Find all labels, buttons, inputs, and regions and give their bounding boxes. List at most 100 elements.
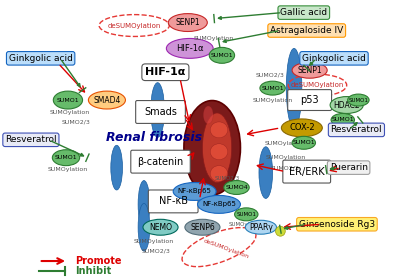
Text: SUMO2/3: SUMO2/3 bbox=[214, 175, 240, 180]
Ellipse shape bbox=[330, 96, 363, 113]
Text: Gallic acid: Gallic acid bbox=[280, 8, 327, 17]
Text: SMAD4: SMAD4 bbox=[93, 96, 121, 105]
Ellipse shape bbox=[348, 94, 369, 106]
Ellipse shape bbox=[234, 208, 258, 221]
Ellipse shape bbox=[52, 150, 80, 166]
Text: Gallic acid: Gallic acid bbox=[280, 8, 327, 17]
Ellipse shape bbox=[292, 62, 327, 78]
Text: NF-κB: NF-κB bbox=[159, 197, 188, 206]
Text: SUMO1: SUMO1 bbox=[236, 212, 256, 217]
Ellipse shape bbox=[198, 195, 240, 213]
Text: Puerarin: Puerarin bbox=[330, 163, 368, 172]
Text: SUMOylation: SUMOylation bbox=[50, 110, 90, 115]
Text: SUMO1: SUMO1 bbox=[292, 140, 315, 145]
FancyBboxPatch shape bbox=[136, 101, 185, 123]
Text: SUMO2/3: SUMO2/3 bbox=[141, 249, 170, 254]
Text: Resveratrol: Resveratrol bbox=[331, 125, 382, 134]
Text: SENP1: SENP1 bbox=[297, 66, 322, 75]
Ellipse shape bbox=[166, 38, 213, 58]
Ellipse shape bbox=[210, 144, 228, 160]
Text: SUMO1: SUMO1 bbox=[55, 155, 77, 160]
Text: PPARγ: PPARγ bbox=[249, 223, 273, 232]
Ellipse shape bbox=[292, 136, 316, 149]
Text: SENP6: SENP6 bbox=[190, 223, 215, 232]
Text: Smads: Smads bbox=[144, 107, 177, 117]
Ellipse shape bbox=[286, 48, 302, 128]
Text: SUMOylation: SUMOylation bbox=[194, 36, 234, 41]
Text: SUMO1: SUMO1 bbox=[261, 86, 284, 91]
Ellipse shape bbox=[143, 219, 178, 235]
Text: Astragaloside IV: Astragaloside IV bbox=[270, 26, 343, 35]
Text: Promote: Promote bbox=[75, 256, 121, 266]
Ellipse shape bbox=[210, 166, 228, 182]
Text: ER/ERK: ER/ERK bbox=[289, 167, 324, 177]
Text: p53: p53 bbox=[300, 95, 319, 105]
Ellipse shape bbox=[184, 101, 240, 195]
Text: Ginsenoside Rg3: Ginsenoside Rg3 bbox=[299, 220, 375, 229]
Text: deSUMOylation: deSUMOylation bbox=[202, 239, 249, 260]
Ellipse shape bbox=[224, 180, 249, 194]
Text: Ginkgolic acid: Ginkgolic acid bbox=[9, 54, 72, 63]
Ellipse shape bbox=[53, 91, 82, 109]
Ellipse shape bbox=[138, 180, 150, 228]
Text: NF-κBp65: NF-κBp65 bbox=[178, 188, 212, 195]
FancyBboxPatch shape bbox=[148, 190, 198, 213]
Ellipse shape bbox=[111, 145, 122, 190]
Text: Ginkgolic acid: Ginkgolic acid bbox=[302, 54, 366, 63]
Text: SUMO1: SUMO1 bbox=[57, 98, 79, 103]
Text: SUMO1: SUMO1 bbox=[332, 117, 354, 122]
Text: SENP1: SENP1 bbox=[176, 18, 200, 27]
FancyBboxPatch shape bbox=[131, 150, 190, 173]
Ellipse shape bbox=[245, 220, 276, 234]
Text: SUMO2/3: SUMO2/3 bbox=[255, 73, 284, 78]
Ellipse shape bbox=[173, 183, 216, 200]
Text: Ginkgolic acid: Ginkgolic acid bbox=[9, 54, 72, 63]
Text: Renal fibrosis: Renal fibrosis bbox=[106, 131, 202, 144]
Text: Inhibit: Inhibit bbox=[75, 266, 111, 276]
Ellipse shape bbox=[151, 83, 164, 137]
Ellipse shape bbox=[281, 119, 322, 137]
Ellipse shape bbox=[185, 219, 220, 235]
Text: β-catenin: β-catenin bbox=[137, 157, 184, 167]
Text: Ginsenoside Rg3: Ginsenoside Rg3 bbox=[299, 220, 375, 229]
Text: SUMO1: SUMO1 bbox=[211, 53, 233, 58]
Text: HDAC2: HDAC2 bbox=[333, 101, 360, 110]
Text: Puerarin: Puerarin bbox=[330, 163, 368, 172]
Ellipse shape bbox=[138, 203, 150, 251]
Text: SUMOylation: SUMOylation bbox=[48, 167, 88, 172]
Text: Resveratrol: Resveratrol bbox=[331, 125, 382, 134]
Text: SUMO1: SUMO1 bbox=[348, 98, 368, 103]
Text: HIF-1α: HIF-1α bbox=[145, 67, 186, 77]
Text: Ginkgolic acid: Ginkgolic acid bbox=[302, 54, 366, 63]
Text: HIF-1α: HIF-1α bbox=[145, 67, 186, 77]
Ellipse shape bbox=[88, 91, 126, 109]
Text: SUMOylation: SUMOylation bbox=[229, 222, 264, 227]
Text: SUMO4: SUMO4 bbox=[225, 185, 248, 190]
Ellipse shape bbox=[210, 122, 228, 138]
Text: COX-2: COX-2 bbox=[289, 123, 315, 132]
Text: deSUMOylation: deSUMOylation bbox=[291, 82, 344, 88]
Text: SUMOylation: SUMOylation bbox=[331, 127, 366, 132]
FancyBboxPatch shape bbox=[288, 90, 332, 110]
Text: NEMO: NEMO bbox=[149, 223, 172, 232]
Text: SUMO2/3: SUMO2/3 bbox=[61, 120, 90, 125]
Text: SUMOylation: SUMOylation bbox=[252, 98, 293, 103]
Ellipse shape bbox=[276, 226, 285, 236]
FancyBboxPatch shape bbox=[283, 160, 330, 183]
Ellipse shape bbox=[260, 81, 285, 95]
Text: deSUMOylation: deSUMOylation bbox=[108, 23, 161, 29]
Ellipse shape bbox=[209, 47, 234, 63]
Text: Resveratrol: Resveratrol bbox=[5, 135, 57, 144]
Text: Astragaloside IV: Astragaloside IV bbox=[270, 26, 343, 35]
Ellipse shape bbox=[331, 113, 354, 126]
Text: SUMOylation: SUMOylation bbox=[264, 141, 304, 146]
Text: NF-κBp65: NF-κBp65 bbox=[202, 201, 236, 207]
Text: HIF-1α: HIF-1α bbox=[176, 44, 204, 53]
Ellipse shape bbox=[204, 106, 213, 124]
Text: Resveratrol: Resveratrol bbox=[5, 135, 57, 144]
Text: SUMOylation: SUMOylation bbox=[134, 239, 174, 244]
Ellipse shape bbox=[202, 113, 232, 183]
Text: SUMO2/3: SUMO2/3 bbox=[271, 165, 300, 170]
Ellipse shape bbox=[259, 147, 273, 198]
Ellipse shape bbox=[168, 14, 207, 31]
